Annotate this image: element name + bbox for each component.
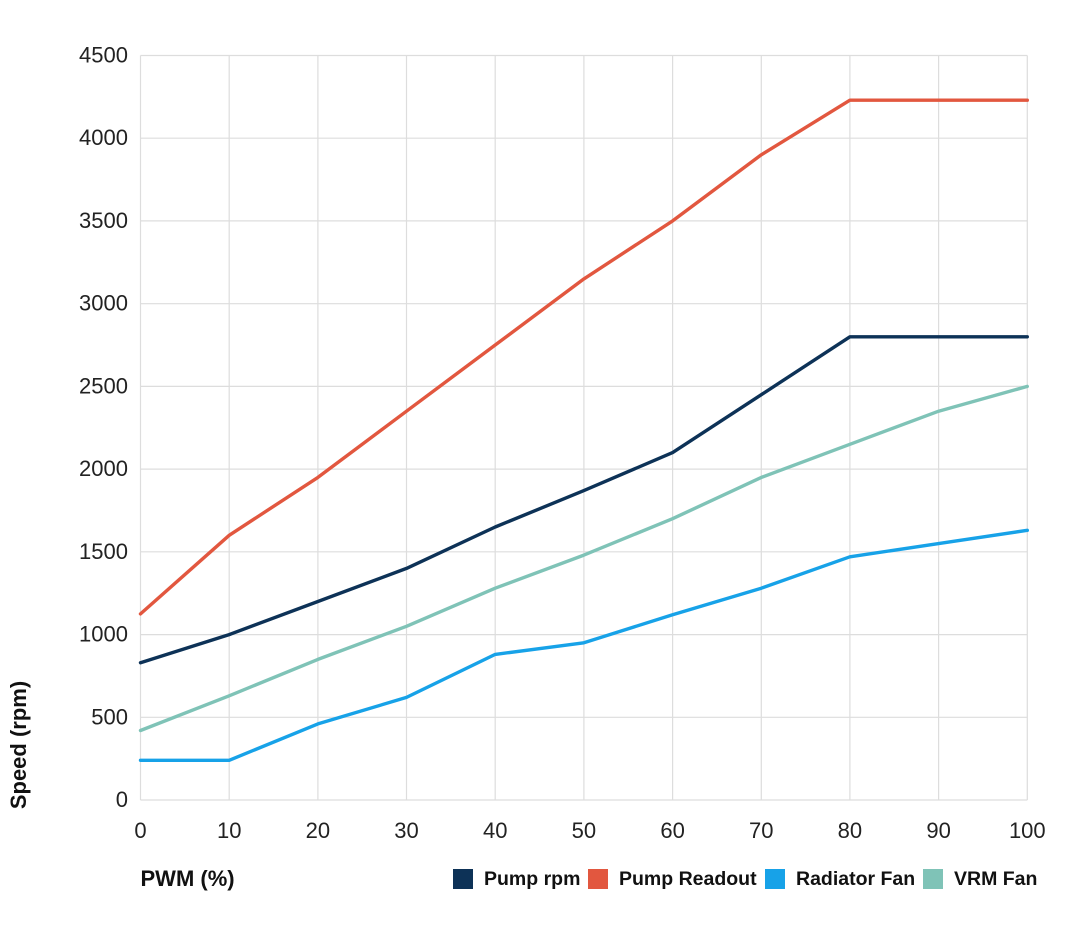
svg-text:VRM Fan: VRM Fan: [954, 868, 1037, 890]
svg-text:1000: 1000: [79, 622, 128, 647]
svg-text:4500: 4500: [79, 43, 128, 68]
svg-text:500: 500: [91, 704, 128, 729]
svg-text:Pump Readout: Pump Readout: [619, 868, 757, 890]
svg-text:0: 0: [116, 787, 128, 812]
svg-text:PWM (%): PWM (%): [141, 866, 235, 891]
svg-text:100: 100: [1009, 818, 1046, 843]
svg-text:2000: 2000: [79, 456, 128, 481]
svg-text:40: 40: [483, 818, 507, 843]
svg-text:0: 0: [134, 818, 146, 843]
svg-text:50: 50: [572, 818, 596, 843]
svg-text:1500: 1500: [79, 539, 128, 564]
svg-text:3500: 3500: [79, 208, 128, 233]
svg-text:3000: 3000: [79, 291, 128, 316]
svg-text:Pump rpm: Pump rpm: [484, 868, 580, 890]
svg-text:20: 20: [306, 818, 330, 843]
svg-text:Radiator Fan: Radiator Fan: [796, 868, 915, 890]
svg-text:60: 60: [660, 818, 684, 843]
svg-text:80: 80: [838, 818, 862, 843]
svg-text:10: 10: [217, 818, 241, 843]
svg-text:2500: 2500: [79, 373, 128, 398]
svg-text:4000: 4000: [79, 125, 128, 150]
svg-text:70: 70: [749, 818, 773, 843]
svg-text:90: 90: [926, 818, 950, 843]
svg-text:Speed (rpm): Speed (rpm): [6, 681, 31, 809]
svg-text:30: 30: [394, 818, 418, 843]
